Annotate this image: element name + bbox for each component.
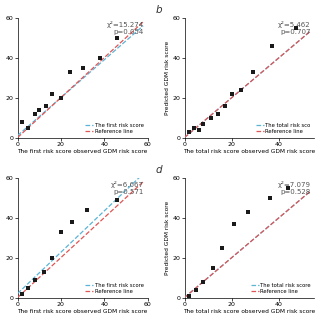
Point xyxy=(187,293,192,298)
Point xyxy=(58,95,63,100)
Legend: The first risk score, Reference line: The first risk score, Reference line xyxy=(84,282,145,295)
X-axis label: The total risk score observed GDM risk score: The total risk score observed GDM risk s… xyxy=(183,149,316,155)
Point xyxy=(32,277,37,282)
Point xyxy=(196,127,201,132)
X-axis label: The first risk score observed GDM risk score: The first risk score observed GDM risk s… xyxy=(17,309,148,315)
Point xyxy=(229,91,234,96)
Point xyxy=(97,55,102,60)
Point xyxy=(269,43,275,48)
Point xyxy=(201,121,206,126)
Point xyxy=(26,125,31,130)
X-axis label: The total risk score observed GDM risk score: The total risk score observed GDM risk s… xyxy=(183,309,316,315)
Point xyxy=(293,25,298,30)
Point xyxy=(194,287,199,292)
Point xyxy=(67,69,72,74)
Y-axis label: Predicted GDM risk score: Predicted GDM risk score xyxy=(165,201,170,275)
Legend: The first risk score, Reference line: The first risk score, Reference line xyxy=(84,122,145,135)
Point xyxy=(32,111,37,116)
Point xyxy=(80,65,85,70)
Text: χ²=6.667
p=0.571: χ²=6.667 p=0.571 xyxy=(111,181,144,196)
Text: χ²=7.079
p=0.528: χ²=7.079 p=0.528 xyxy=(277,181,310,196)
Point xyxy=(239,87,244,92)
X-axis label: The first risk score observed GDM risk score: The first risk score observed GDM risk s… xyxy=(17,149,148,155)
Point xyxy=(37,107,42,112)
Text: d: d xyxy=(156,165,163,175)
Point xyxy=(26,285,31,290)
Legend: The total risk score, Reference line: The total risk score, Reference line xyxy=(250,282,312,295)
Text: χ²=5.462
p=0.707: χ²=5.462 p=0.707 xyxy=(278,21,310,36)
Point xyxy=(41,269,46,274)
Point xyxy=(246,209,251,214)
Y-axis label: Predicted GDM risk score: Predicted GDM risk score xyxy=(165,41,170,115)
Point xyxy=(69,219,74,224)
Point xyxy=(220,245,225,250)
Point xyxy=(251,69,256,74)
Point xyxy=(43,103,48,108)
Point xyxy=(20,291,25,296)
Point xyxy=(115,35,120,40)
Point xyxy=(286,185,291,190)
Point xyxy=(115,197,120,202)
Point xyxy=(50,255,55,260)
Point xyxy=(222,103,227,108)
Text: χ²=15.274
p=0.054: χ²=15.274 p=0.054 xyxy=(107,21,144,36)
Point xyxy=(267,195,272,200)
Point xyxy=(20,119,25,124)
Point xyxy=(191,125,196,130)
Legend: The total risk sco, Reference line: The total risk sco, Reference line xyxy=(255,122,312,135)
Point xyxy=(210,265,215,270)
Point xyxy=(84,207,90,212)
Point xyxy=(215,111,220,116)
Point xyxy=(201,279,206,284)
Point xyxy=(232,221,237,226)
Text: b: b xyxy=(156,5,163,15)
Point xyxy=(208,115,213,120)
Point xyxy=(58,229,63,234)
Point xyxy=(50,91,55,96)
Point xyxy=(187,129,192,134)
